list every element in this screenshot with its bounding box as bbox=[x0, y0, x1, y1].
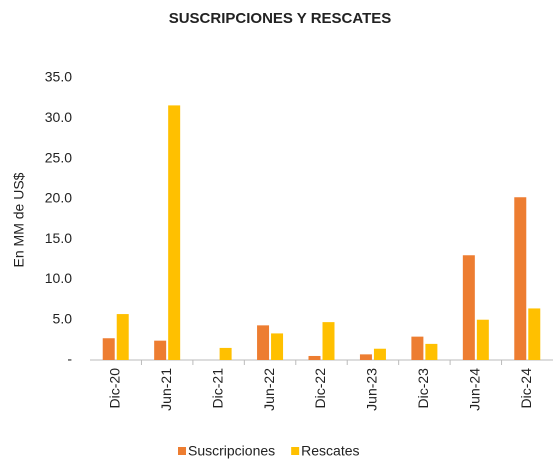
x-tick-label: Jun-24 bbox=[467, 368, 483, 411]
bar bbox=[154, 340, 167, 360]
legend-swatch bbox=[291, 447, 300, 455]
y-tick-label: - bbox=[67, 351, 72, 367]
x-tick-label: Jun-21 bbox=[158, 368, 174, 411]
y-tick-label: 30.0 bbox=[45, 109, 72, 125]
y-axis-label: En MM de US$ bbox=[11, 172, 27, 267]
y-tick-label: 25.0 bbox=[45, 149, 72, 165]
bar bbox=[462, 255, 475, 360]
x-tick-label: Dic-21 bbox=[209, 368, 225, 409]
bar bbox=[322, 322, 335, 360]
bar bbox=[219, 347, 232, 360]
bar bbox=[102, 338, 115, 360]
y-tick-label: 10.0 bbox=[45, 270, 72, 286]
legend-label: Rescates bbox=[301, 443, 359, 459]
x-tick-label: Jun-23 bbox=[364, 368, 380, 411]
y-tick-label: 5.0 bbox=[53, 310, 73, 326]
x-tick-label: Dic-23 bbox=[415, 368, 431, 409]
bar bbox=[359, 354, 372, 360]
bar bbox=[271, 333, 284, 360]
bar bbox=[257, 325, 270, 360]
legend-label: Suscripciones bbox=[188, 443, 275, 459]
bar bbox=[373, 348, 386, 360]
bar bbox=[528, 308, 541, 360]
bar bbox=[308, 355, 321, 360]
x-tick-label: Jun-22 bbox=[261, 368, 277, 411]
bar bbox=[425, 343, 438, 360]
bar bbox=[168, 105, 181, 360]
chart-title: SUSCRIPCIONES Y RESCATES bbox=[169, 10, 392, 27]
x-tick-label: Dic-20 bbox=[106, 368, 122, 409]
bar bbox=[476, 319, 489, 360]
legend-swatch bbox=[178, 447, 186, 455]
y-tick-label: 35.0 bbox=[45, 69, 72, 85]
bar bbox=[116, 314, 129, 360]
x-tick-label: Dic-24 bbox=[518, 368, 534, 409]
bar bbox=[411, 336, 424, 360]
bar bbox=[514, 197, 527, 360]
y-tick-label: 20.0 bbox=[45, 190, 72, 206]
y-tick-label: 15.0 bbox=[45, 230, 72, 246]
x-tick-label: Dic-22 bbox=[312, 368, 328, 409]
